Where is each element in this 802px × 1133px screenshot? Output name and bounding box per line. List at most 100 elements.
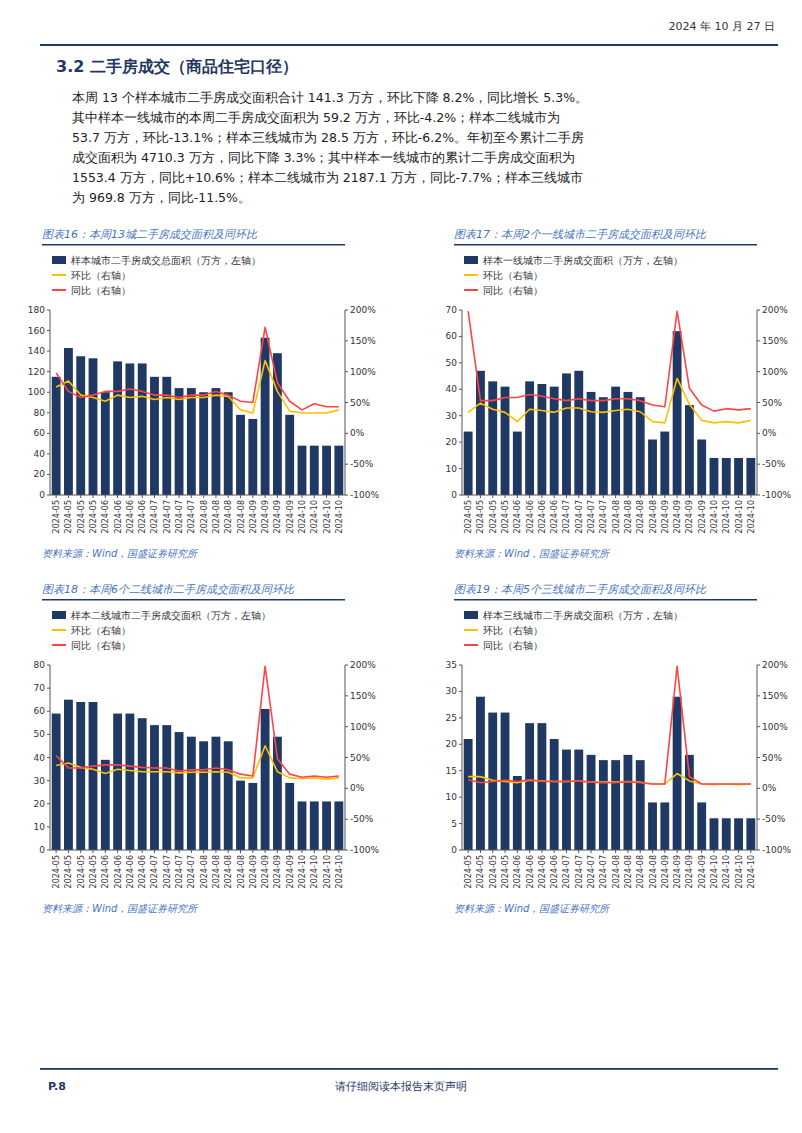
bar: [113, 714, 122, 850]
y-tick: [47, 474, 50, 475]
x-tick: [615, 495, 616, 498]
x-tick-label: 2024-05: [501, 855, 510, 888]
footer-rule: [40, 1068, 778, 1070]
bar: [52, 714, 61, 850]
bar: [513, 432, 522, 495]
bar: [660, 432, 669, 495]
x-tick-label: 2024-08: [649, 500, 658, 533]
x-tick: [468, 850, 469, 853]
y2-tick: [345, 495, 348, 496]
line: [468, 378, 751, 422]
bar: [298, 446, 307, 495]
x-tick: [191, 495, 192, 498]
x-tick-label: 2024-06: [538, 855, 547, 888]
bar: [64, 348, 73, 495]
x-tick: [215, 495, 216, 498]
x-tick: [554, 495, 555, 498]
x-tick: [750, 850, 751, 853]
x-tick: [56, 850, 57, 853]
y2-tick: [757, 757, 760, 758]
x-tick-label: 2024-08: [624, 855, 633, 888]
x-tick-label: 2024-10: [335, 855, 344, 888]
x-axis-line: [462, 850, 757, 851]
bar: [76, 356, 85, 495]
bar: [298, 801, 307, 850]
y2-tick: [757, 464, 760, 465]
x-tick-label: 2024-06: [538, 500, 547, 533]
body-text: 其中样本一线城市的本周二手房成交面积为 59.2 万方，环比-4.2%；样本二线…: [72, 110, 560, 125]
bar: [199, 741, 208, 850]
y2-tick-label: 150%: [762, 336, 788, 346]
y-tick-label: 40: [446, 384, 458, 394]
x-tick-label: 2024-10: [710, 500, 719, 533]
legend-label: 同比（右轴）: [71, 285, 131, 296]
x-tick: [166, 495, 167, 498]
x-tick: [505, 850, 506, 853]
bar: [624, 392, 633, 495]
chart: 图表19：本周5个三线城市二手房成交面积及同环比05101520253035-1…: [446, 583, 792, 914]
x-tick-label: 2024-06: [126, 500, 135, 533]
x-tick: [677, 495, 678, 498]
y2-tick: [757, 850, 760, 851]
x-tick-label: 2024-10: [298, 855, 307, 888]
bar: [636, 760, 645, 850]
x-tick-label: 2024-05: [476, 855, 485, 888]
y-tick-label: 80: [34, 408, 46, 418]
bar: [224, 392, 233, 495]
y-tick-label: 25: [446, 713, 457, 723]
x-tick: [179, 495, 180, 498]
y2-tick-label: 0%: [350, 783, 365, 793]
y-tick-label: 0: [39, 845, 45, 855]
line: [56, 327, 339, 410]
x-tick-label: 2024-10: [735, 855, 744, 888]
legend-swatch: [464, 274, 478, 276]
y2-tick: [345, 695, 348, 696]
x-tick: [566, 850, 567, 853]
x-tick: [480, 495, 481, 498]
x-tick-label: 2024-09: [249, 855, 258, 888]
y2-tick: [757, 726, 760, 727]
bar: [734, 458, 743, 495]
y2-tick-label: 50%: [350, 398, 370, 408]
bar: [488, 381, 497, 495]
x-tick-label: 2024-08: [636, 500, 645, 533]
x-tick: [578, 495, 579, 498]
x-tick: [240, 495, 241, 498]
x-tick-label: 2024-05: [489, 855, 498, 888]
line: [468, 666, 751, 784]
section-title: 3.2 二手房成交（商品住宅口径）: [56, 57, 298, 76]
x-tick-label: 2024-05: [464, 855, 473, 888]
bar: [525, 381, 534, 495]
x-tick: [541, 495, 542, 498]
y-tick-label: 30: [446, 686, 458, 696]
x-tick: [289, 495, 290, 498]
y-tick: [47, 412, 50, 413]
y-tick-label: 10: [446, 464, 458, 474]
x-tick-label: 2024-07: [599, 855, 608, 888]
bar: [464, 739, 473, 850]
y-tick: [459, 665, 462, 666]
y-tick-label: 160: [28, 326, 45, 336]
bar: [537, 723, 546, 850]
bar: [261, 709, 270, 850]
bar: [212, 388, 221, 495]
y2-tick-label: -100%: [350, 845, 379, 855]
legend-label: 环比（右轴）: [71, 625, 131, 636]
title-rule: [42, 599, 345, 601]
x-tick-label: 2024-07: [163, 500, 172, 533]
y-tick: [459, 415, 462, 416]
x-tick: [541, 850, 542, 853]
y2-tick: [345, 371, 348, 372]
bar: [746, 818, 755, 850]
bar: [310, 801, 319, 850]
legend: 样本二线城市二手房成交面积（万方，左轴）环比（右轴）同比（右轴）: [52, 610, 271, 651]
bar: [537, 384, 546, 495]
x-tick-label: 2024-10: [335, 500, 344, 533]
footer-left: P.8: [48, 1080, 66, 1093]
y2-tick-label: 50%: [762, 398, 782, 408]
x-tick: [203, 495, 204, 498]
y-tick-label: 20: [34, 799, 46, 809]
y2-tick: [757, 665, 760, 666]
x-tick-label: 2024-07: [187, 855, 196, 888]
bar: [138, 718, 147, 850]
